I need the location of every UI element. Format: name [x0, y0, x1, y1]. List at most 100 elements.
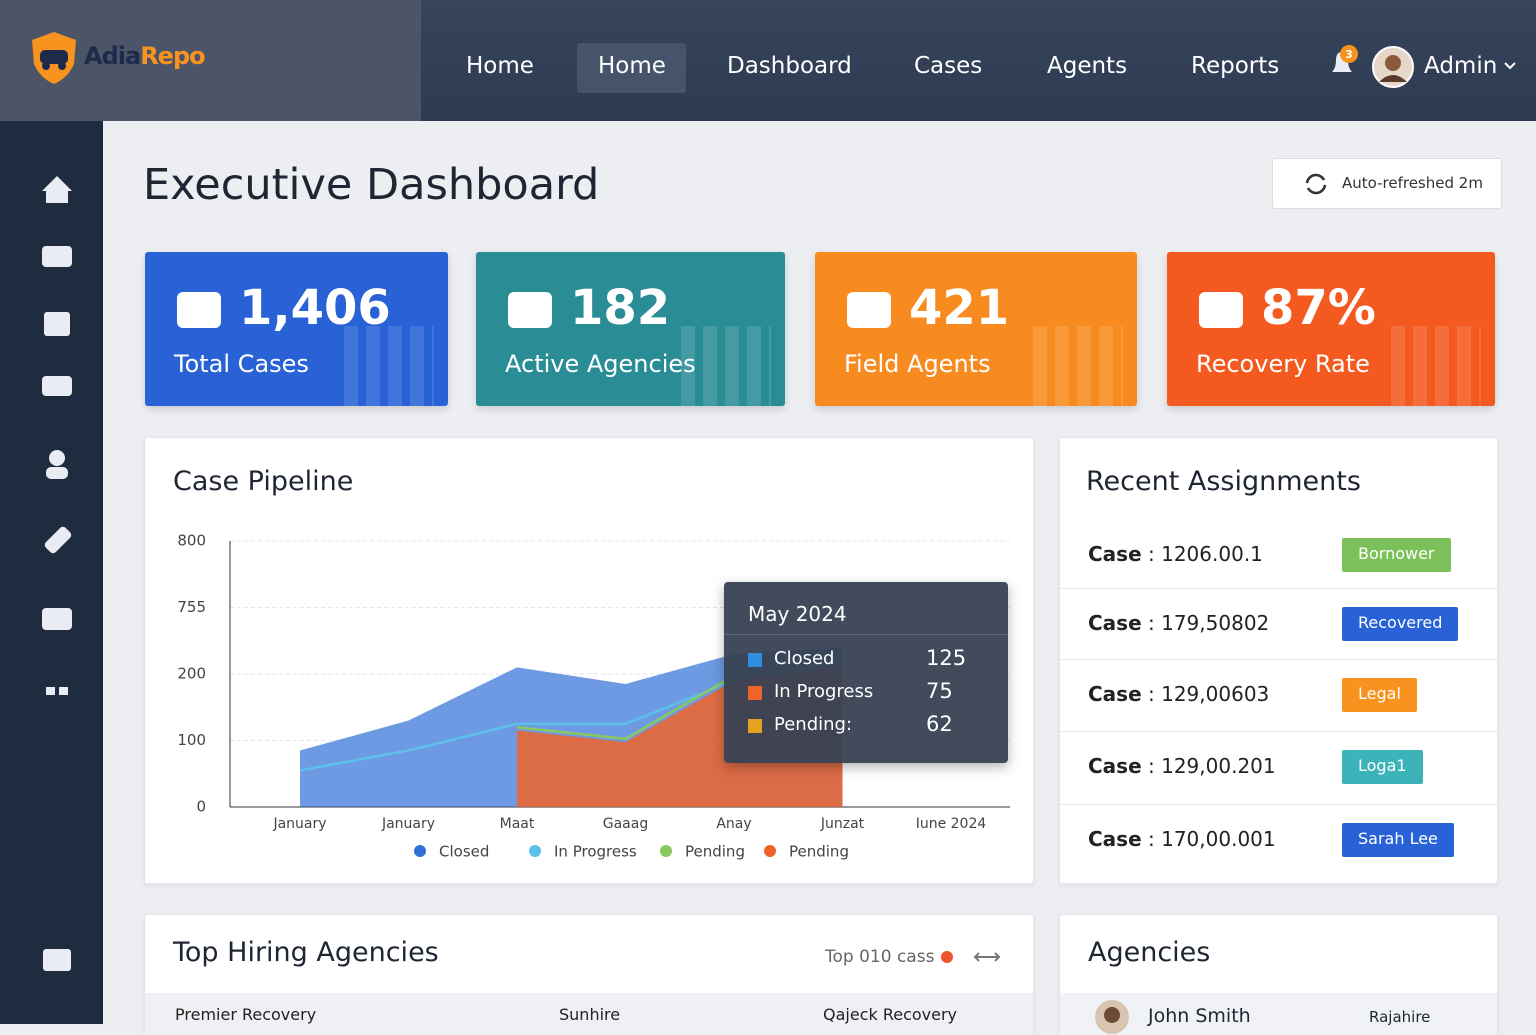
tooltip-value: 125 [926, 646, 967, 670]
status-badge: Legal [1342, 678, 1417, 712]
hiring-table-head: Premier Recovery Sunhire Qajeck Recovery [145, 993, 1033, 1035]
kpi-card[interactable]: 421 Field Agents [815, 252, 1137, 406]
kpi-icon-shape [177, 292, 221, 328]
kpi-card[interactable]: 87% Recovery Rate [1167, 252, 1495, 406]
nav-item[interactable]: Home [598, 53, 666, 79]
nav-item[interactable]: Cases [914, 53, 983, 79]
case-id: 129,00.201 [1161, 754, 1276, 778]
row-divider [1060, 588, 1497, 589]
icon-tag[interactable] [43, 525, 73, 555]
icon-user[interactable] [49, 450, 65, 466]
nav-item[interactable]: Home [466, 53, 534, 79]
legend-label: Pending [789, 843, 849, 861]
icon-monitor[interactable] [42, 376, 72, 396]
legend-label: Closed [439, 843, 489, 861]
agency-name: Rajahire [1369, 1008, 1431, 1026]
logo-icon [32, 32, 76, 84]
kpi-value: 182 [570, 280, 671, 336]
kpi-icon-shape [847, 292, 891, 328]
kpi-icon [177, 292, 221, 328]
recent-card: Recent Assignments Case : 1206.00.1 Borno… [1059, 437, 1498, 884]
nav-item[interactable]: Agents [1047, 53, 1128, 79]
kpi-card[interactable]: 1,406 Total Cases [145, 252, 448, 406]
kpi-value: 87% [1261, 280, 1376, 336]
legend-swatch [414, 845, 426, 857]
status-badge: Loga1 [1342, 750, 1423, 784]
case-label: Case [1088, 754, 1142, 778]
kpi-icon [508, 292, 552, 328]
brand-second: Repo [140, 42, 205, 70]
icon-grid[interactable] [46, 687, 55, 695]
row-divider [1060, 731, 1497, 732]
agencies-row[interactable]: John Smith Rajahire [1060, 993, 1497, 1035]
nav-item[interactable]: Reports [1191, 53, 1280, 79]
icon-home[interactable] [42, 176, 72, 203]
tooltip: May 2024 Closed 125 In Progress 75 Pending: 62 [724, 582, 1008, 763]
user-chevron[interactable] [1503, 60, 1517, 72]
case-label: Case [1088, 827, 1142, 851]
user-menu[interactable]: Admin [1424, 53, 1498, 79]
hiring-filter[interactable]: Top 010 cass [825, 947, 935, 967]
case-row[interactable]: Case : 179,50802 [1088, 611, 1270, 635]
row-divider [1060, 804, 1497, 805]
case-label: Case [1088, 682, 1142, 706]
x-tick-label: January [381, 816, 435, 832]
brand-first: Adia [84, 42, 141, 70]
kpi-decoration [681, 326, 771, 406]
case-id: 1206.00.1 [1161, 542, 1263, 566]
kpi-card[interactable]: 182 Active Agencies [476, 252, 785, 406]
tooltip-title: May 2024 [748, 602, 847, 626]
case-row[interactable]: Case : 170,00.001 [1088, 827, 1276, 851]
tooltip-swatch [748, 719, 762, 733]
x-tick-label: Maat [500, 816, 535, 832]
kpi-icon-shape [508, 292, 552, 328]
notifications[interactable]: 3 [1324, 42, 1364, 82]
notification-count: 3 [1345, 48, 1353, 61]
kpi-label: Recovery Rate [1196, 350, 1370, 378]
sidebar [0, 121, 103, 1024]
x-tick-label: Anay [716, 816, 751, 832]
tooltip-value: 75 [926, 679, 953, 703]
kpi-decoration [1033, 326, 1123, 406]
case-row[interactable]: Case : 129,00.201 [1088, 754, 1276, 778]
avatar[interactable] [1372, 46, 1416, 90]
icon-briefcase[interactable] [43, 949, 71, 971]
hiring-controls[interactable] [939, 949, 1003, 967]
hiring-title: Top Hiring Agencies [173, 937, 439, 968]
agency-person: John Smith [1148, 1005, 1251, 1027]
y-tick-label: 100 [177, 731, 206, 749]
legend-label: In Progress [554, 843, 637, 861]
agencies-card: Agencies John Smith Rajahire [1059, 914, 1498, 1035]
x-tick-label: Gaaag [603, 816, 648, 832]
kpi-value: 421 [909, 280, 1010, 336]
x-tick-label: Junzat [820, 816, 865, 832]
case-id: 170,00.001 [1161, 827, 1276, 851]
y-tick-label: 755 [177, 598, 206, 616]
nav-item[interactable]: Dashboard [727, 53, 852, 79]
sidebar-icons [42, 176, 73, 971]
tooltip-name: Pending: [774, 714, 853, 735]
case-id: 129,00603 [1161, 682, 1270, 706]
column-header[interactable]: Qajeck Recovery [823, 1005, 958, 1024]
column-header[interactable]: Premier Recovery [175, 1005, 317, 1024]
case-row[interactable]: Case : 1206.00.1 [1088, 542, 1263, 566]
tooltip-value: 62 [926, 712, 953, 736]
case-label: Case [1088, 611, 1142, 635]
brand: AdiaRepo [84, 42, 206, 70]
icon-cases[interactable] [42, 246, 72, 267]
agencies-title: Agencies [1088, 937, 1211, 968]
icon-mail[interactable] [42, 608, 72, 630]
refresh-button[interactable]: Auto-refreshed 2m [1272, 158, 1502, 209]
tooltip-name: In Progress [774, 681, 874, 702]
case-row[interactable]: Case : 129,00603 [1088, 682, 1270, 706]
kpi-label: Active Agencies [505, 350, 696, 378]
kpi-label: Field Agents [844, 350, 991, 378]
tooltip-swatch [748, 686, 762, 700]
kpi-icon [1199, 292, 1243, 328]
column-header[interactable]: Sunhire [559, 1005, 621, 1024]
icon-reports[interactable] [44, 312, 70, 336]
status-badge: Sarah Lee [1342, 823, 1454, 857]
